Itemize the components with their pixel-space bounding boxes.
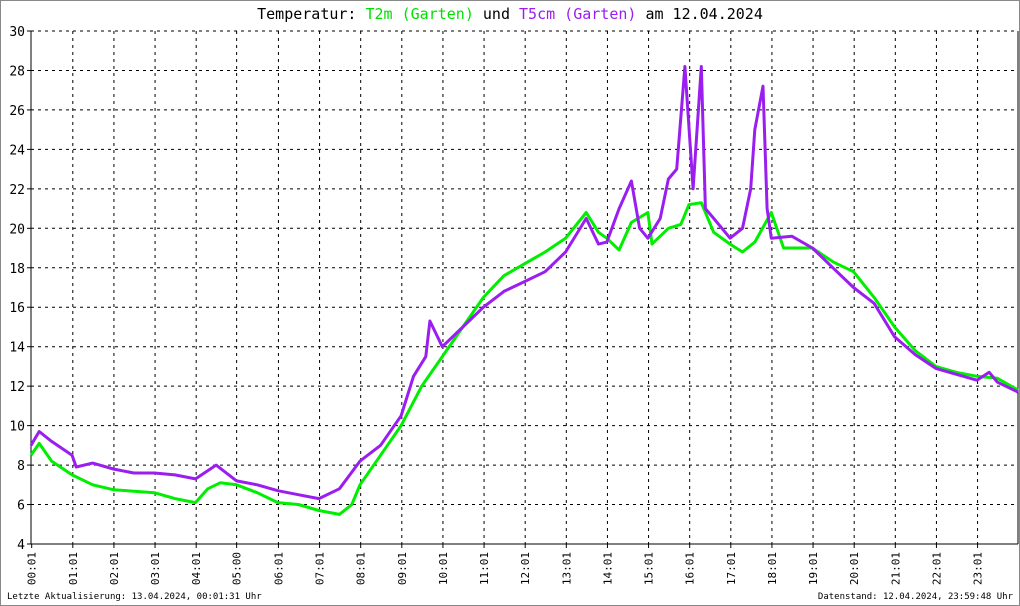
series-line-t2m <box>29 201 1019 516</box>
x-tick-label: 21:01 <box>889 552 902 585</box>
series-line-t5cm <box>29 65 1019 501</box>
y-tick-label: 16 <box>9 301 25 316</box>
y-tick-label: 8 <box>17 459 25 474</box>
y-tick-label: 26 <box>9 104 25 119</box>
x-tick-label: 08:01 <box>355 552 368 585</box>
x-tick-label: 02:01 <box>108 552 121 585</box>
x-tick-label: 13:01 <box>560 552 573 585</box>
x-tick-label: 22:01 <box>930 552 943 585</box>
legend-t2m: T2m (Garten) <box>365 5 474 23</box>
x-tick-label: 18:01 <box>766 552 779 585</box>
y-tick-label: 10 <box>9 420 25 435</box>
x-tick-label: 06:01 <box>272 552 285 585</box>
x-tick-label: 14:01 <box>601 552 614 585</box>
y-tick-label: 6 <box>17 499 25 514</box>
x-tick-label: 23:01 <box>972 552 985 585</box>
y-tick-label: 28 <box>9 64 25 79</box>
y-tick-label: 12 <box>9 380 25 395</box>
title-mid: und <box>473 5 520 23</box>
x-tick-label: 16:01 <box>684 552 697 585</box>
last-update: Letzte Aktualisierung: 13.04.2024, 00:01… <box>7 592 262 602</box>
title-date: am 12.04.2024 <box>636 5 763 23</box>
x-tick-label: 20:01 <box>848 552 861 585</box>
x-tick-label: 15:01 <box>643 552 656 585</box>
y-tick-label: 18 <box>9 262 25 277</box>
y-tick-label: 14 <box>9 341 25 356</box>
y-tick-label: 20 <box>9 222 25 237</box>
x-tick-label: 07:01 <box>314 552 327 585</box>
x-tick-label: 04:01 <box>190 552 203 585</box>
title-prefix: Temperatur: <box>257 5 366 23</box>
data-status: Datenstand: 12.04.2024, 23:59:48 Uhr <box>817 592 1013 602</box>
x-tick-label: 17:01 <box>725 552 738 585</box>
x-tick-label: 05:00 <box>231 552 244 585</box>
x-tick-label: 10:01 <box>437 552 450 585</box>
y-tick-label: 22 <box>9 183 25 198</box>
chart-title: Temperatur: T2m (Garten) und T5cm (Garte… <box>1 5 1019 23</box>
legend-t5cm: T5cm (Garten) <box>519 5 637 23</box>
x-tick-label: 11:01 <box>478 552 491 585</box>
y-tick-label: 24 <box>9 143 25 158</box>
x-tick-label: 00:01 <box>26 552 39 585</box>
y-tick-label: 4 <box>17 538 25 553</box>
x-tick-label: 12:01 <box>519 552 532 585</box>
y-tick-label: 30 <box>9 25 25 40</box>
x-tick-label: 19:01 <box>807 552 820 585</box>
x-tick-label: 09:01 <box>396 552 409 585</box>
x-tick-label: 03:01 <box>149 552 162 585</box>
x-tick-label: 01:01 <box>67 552 80 585</box>
